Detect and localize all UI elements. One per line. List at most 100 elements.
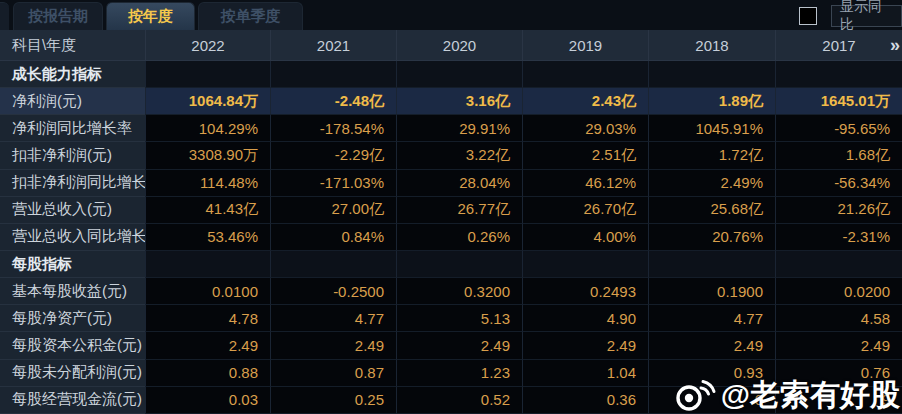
cell-value: 28.04% bbox=[396, 170, 522, 197]
cell-value bbox=[648, 251, 775, 278]
cell-value: 1.23 bbox=[396, 360, 522, 387]
table-row[interactable]: 每股未分配利润(元)0.880.871.231.040.930.76 bbox=[0, 360, 902, 387]
cell-value: 114.48% bbox=[145, 170, 270, 197]
cell-value: 0.36 bbox=[522, 387, 648, 414]
cell-value bbox=[522, 61, 648, 88]
cell-value bbox=[522, 251, 648, 278]
table-row[interactable]: 扣非净利润同比增长率114.48%-171.03%28.04%46.12%2.4… bbox=[0, 170, 902, 197]
tab-by-report-period[interactable]: 按报告期 bbox=[13, 2, 103, 30]
cell-value: 2.49 bbox=[270, 332, 396, 359]
table-body: 成长能力指标净利润(元)1064.84万-2.48亿3.16亿2.43亿1.89… bbox=[0, 61, 902, 414]
cell-value bbox=[145, 61, 270, 88]
cell-value bbox=[396, 251, 522, 278]
table-row[interactable]: 每股净资产(元)4.784.775.134.904.774.58 bbox=[0, 305, 902, 332]
show-yoy-label[interactable]: 显示同比 bbox=[831, 5, 902, 27]
cell-value: 0.52 bbox=[396, 387, 522, 414]
table-row[interactable]: 每股指标 bbox=[0, 251, 902, 278]
table-row[interactable]: 每股经营现金流(元)0.030.250.520.3609 bbox=[0, 387, 902, 414]
more-columns-icon[interactable]: » bbox=[890, 30, 898, 61]
cell-value: 0.88 bbox=[145, 360, 270, 387]
column-header-2017[interactable]: 2017 bbox=[775, 30, 902, 60]
cell-value: 2.49 bbox=[648, 332, 775, 359]
cell-value: 4.77 bbox=[270, 305, 396, 332]
show-yoy-checkbox[interactable] bbox=[799, 7, 817, 25]
cell-value: 2.49 bbox=[522, 332, 648, 359]
column-header-2021[interactable]: 2021 bbox=[270, 30, 396, 60]
cell-value: 20.76% bbox=[648, 224, 775, 251]
table-row[interactable]: 净利润同比增长率104.29%-178.54%29.91%29.03%1045.… bbox=[0, 115, 902, 142]
cell-value: 2.51亿 bbox=[522, 142, 648, 169]
table-row[interactable]: 营业总收入(元)41.43亿27.00亿26.77亿26.70亿25.68亿21… bbox=[0, 197, 902, 224]
cell-value: 1.72亿 bbox=[648, 142, 775, 169]
row-label: 扣非净利润(元) bbox=[0, 142, 145, 169]
cell-value: 4.77 bbox=[648, 305, 775, 332]
cell-value: 2.49 bbox=[775, 332, 902, 359]
cell-value: 104.29% bbox=[145, 115, 270, 142]
tab-by-single-quarter[interactable]: 按单季度 bbox=[198, 2, 303, 30]
financial-table: 科目\年度 202220212020201920182017» 成长能力指标净利… bbox=[0, 30, 902, 414]
cell-value: 3.16亿 bbox=[396, 88, 522, 115]
cell-value: 0.0100 bbox=[145, 278, 270, 305]
cell-value: 26.70亿 bbox=[522, 197, 648, 224]
corner-header: 科目\年度 bbox=[0, 30, 145, 60]
column-header-2019[interactable]: 2019 bbox=[522, 30, 648, 60]
cell-value: 2.49 bbox=[396, 332, 522, 359]
table-row[interactable]: 扣非净利润(元)3308.90万-2.29亿3.22亿2.51亿1.72亿1.6… bbox=[0, 142, 902, 169]
cell-value: 0.03 bbox=[145, 387, 270, 414]
tab-by-year[interactable]: 按年度 bbox=[106, 2, 195, 30]
table-row[interactable]: 净利润(元)1064.84万-2.48亿3.16亿2.43亿1.89亿1645.… bbox=[0, 88, 902, 115]
table-header-row: 科目\年度 202220212020201920182017» bbox=[0, 30, 902, 61]
cell-value: 0.76 bbox=[775, 360, 902, 387]
cell-value: 1064.84万 bbox=[145, 88, 270, 115]
column-header-2018[interactable]: 2018 bbox=[648, 30, 775, 60]
cell-value: -0.2500 bbox=[270, 278, 396, 305]
cell-value: 29.03% bbox=[522, 115, 648, 142]
table-row[interactable]: 每股资本公积金(元)2.492.492.492.492.492.49 bbox=[0, 332, 902, 359]
cell-value: -171.03% bbox=[270, 170, 396, 197]
table-row[interactable]: 成长能力指标 bbox=[0, 61, 902, 88]
cell-value: 0.25 bbox=[270, 387, 396, 414]
cell-value: -2.48亿 bbox=[270, 88, 396, 115]
row-label: 每股资本公积金(元) bbox=[0, 332, 145, 359]
table-row[interactable]: 基本每股收益(元)0.0100-0.25000.32000.24930.1900… bbox=[0, 278, 902, 305]
cell-value: 0.84% bbox=[270, 224, 396, 251]
cell-value: 3308.90万 bbox=[145, 142, 270, 169]
cell-value: 2.49 bbox=[145, 332, 270, 359]
row-label: 扣非净利润同比增长率 bbox=[0, 170, 145, 197]
row-label: 成长能力指标 bbox=[0, 61, 145, 88]
column-header-2020[interactable]: 2020 bbox=[396, 30, 522, 60]
tab-edge-sliver bbox=[0, 2, 9, 30]
financial-indicators-panel: 按报告期 按年度 按单季度 显示同比 科目\年度 202220212020201… bbox=[0, 0, 902, 414]
cell-value: 41.43亿 bbox=[145, 197, 270, 224]
column-header-2022[interactable]: 2022 bbox=[145, 30, 270, 60]
row-label: 营业总收入(元) bbox=[0, 197, 145, 224]
row-label: 每股净资产(元) bbox=[0, 305, 145, 332]
cell-value: 1645.01万 bbox=[775, 88, 902, 115]
cell-value bbox=[270, 251, 396, 278]
cell-value bbox=[775, 61, 902, 88]
cell-value: 4.78 bbox=[145, 305, 270, 332]
cell-value bbox=[270, 61, 396, 88]
cell-value: -2.31% bbox=[775, 224, 902, 251]
cell-value: 0.3200 bbox=[396, 278, 522, 305]
cell-value bbox=[648, 61, 775, 88]
cell-value bbox=[145, 251, 270, 278]
cell-value: 29.91% bbox=[396, 115, 522, 142]
cell-value: 5.13 bbox=[396, 305, 522, 332]
cell-value: 1.04 bbox=[522, 360, 648, 387]
cell-value: 0.87 bbox=[270, 360, 396, 387]
cell-value: 21.26亿 bbox=[775, 197, 902, 224]
cell-value: 4.00% bbox=[522, 224, 648, 251]
table-row[interactable]: 营业总收入同比增长率53.46%0.84%0.26%4.00%20.76%-2.… bbox=[0, 224, 902, 251]
cell-value: -56.34% bbox=[775, 170, 902, 197]
row-label: 营业总收入同比增长率 bbox=[0, 224, 145, 251]
row-label: 每股指标 bbox=[0, 251, 145, 278]
cell-value: 0.0200 bbox=[775, 278, 902, 305]
cell-value: 9 bbox=[775, 387, 902, 414]
cell-value: 1.89亿 bbox=[648, 88, 775, 115]
cell-value: 0.93 bbox=[648, 360, 775, 387]
cell-value: 4.90 bbox=[522, 305, 648, 332]
row-label: 基本每股收益(元) bbox=[0, 278, 145, 305]
cell-value: 53.46% bbox=[145, 224, 270, 251]
row-label: 净利润(元) bbox=[0, 88, 145, 115]
